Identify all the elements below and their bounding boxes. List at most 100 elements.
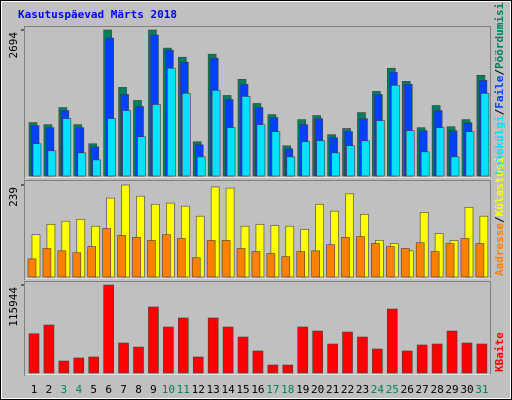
x-tick-label: 26 (401, 383, 414, 396)
legend: Lehekülgi/Faile/Pöördumisi (493, 2, 506, 175)
bar (196, 156, 206, 177)
bar (431, 343, 443, 374)
bar (361, 140, 370, 177)
bar (43, 324, 55, 374)
bar (430, 251, 440, 278)
bar (386, 246, 395, 278)
x-tick-label: 30 (460, 383, 473, 396)
bar (460, 238, 470, 278)
x-tick-label: 5 (90, 383, 97, 396)
bar (177, 238, 186, 278)
x-tick-label: 23 (356, 383, 369, 396)
x-tick-label: 20 (311, 383, 324, 396)
bar (28, 333, 40, 374)
bar (301, 141, 311, 177)
bar (207, 317, 219, 374)
legend-entry: KBaite (493, 332, 506, 372)
bar (356, 236, 365, 278)
bar (58, 360, 70, 374)
bar (211, 90, 221, 177)
bar (62, 118, 72, 177)
bar (122, 110, 131, 177)
legend: Aadresse/Külastusi (493, 156, 506, 276)
legend-entry: Külastusi (493, 156, 506, 216)
bar (191, 257, 201, 278)
bar (376, 120, 385, 177)
bar (461, 342, 473, 374)
x-tick-label: 12 (192, 383, 205, 396)
bar (47, 150, 57, 177)
bar (73, 357, 85, 374)
bar (416, 344, 428, 374)
chart-title: Kasutuspäevad Märts 2018 (18, 8, 177, 21)
bar (222, 326, 234, 374)
bar (117, 235, 126, 278)
x-tick-label: 4 (75, 383, 82, 396)
bar (420, 151, 430, 177)
legend: KBaite (493, 332, 506, 372)
bar (221, 240, 231, 278)
x-tick-label: 25 (386, 383, 399, 396)
bar (32, 143, 42, 177)
x-tick-label: 22 (341, 383, 354, 396)
bar (400, 248, 410, 278)
y-tick-label: 239 (7, 187, 20, 207)
bar (252, 350, 264, 374)
bar (297, 326, 309, 374)
bar (92, 159, 102, 177)
bar (327, 343, 338, 374)
x-tick-label: 11 (177, 383, 190, 396)
legend-separator: / (493, 216, 506, 223)
bar (326, 244, 335, 278)
bar (312, 330, 323, 374)
x-tick-label: 31 (475, 383, 488, 396)
bar (237, 336, 249, 374)
legend-separator: / (493, 69, 506, 76)
bar (445, 243, 455, 278)
x-tick-label: 21 (326, 383, 339, 396)
legend-entry: Aadresse (493, 223, 506, 276)
bar (137, 136, 146, 177)
x-tick-label: 13 (207, 383, 220, 396)
bar (475, 243, 485, 278)
bar (346, 145, 355, 177)
bar (241, 96, 251, 177)
x-tick-label: 1 (31, 383, 38, 396)
bar (371, 243, 380, 278)
x-tick-label: 28 (430, 383, 443, 396)
bar (88, 356, 100, 374)
bar (286, 156, 296, 177)
bar (267, 364, 279, 374)
bar (236, 248, 246, 278)
bar (296, 251, 306, 278)
bar (103, 284, 114, 374)
bar (163, 326, 174, 374)
bar (226, 127, 236, 177)
bar (167, 67, 176, 177)
bar (148, 306, 159, 374)
bar (102, 228, 111, 278)
bar (27, 258, 37, 278)
bar (152, 104, 161, 177)
legend-entry: Faile (493, 75, 506, 108)
bar (132, 237, 141, 278)
bar (480, 93, 490, 177)
bar (133, 346, 144, 374)
y-tick-label: 115944 (7, 287, 20, 327)
x-tick-label: 16 (251, 383, 264, 396)
bar (401, 350, 413, 374)
x-tick-label: 19 (296, 383, 309, 396)
x-tick-label: 7 (120, 383, 127, 396)
bar (391, 85, 400, 177)
bar (446, 330, 458, 374)
bar (341, 237, 350, 278)
bar (87, 246, 97, 278)
x-tick-label: 10 (162, 383, 175, 396)
bar (465, 131, 475, 177)
bar (271, 131, 281, 177)
bar (147, 240, 156, 278)
bar (405, 130, 415, 177)
bar (282, 364, 294, 374)
